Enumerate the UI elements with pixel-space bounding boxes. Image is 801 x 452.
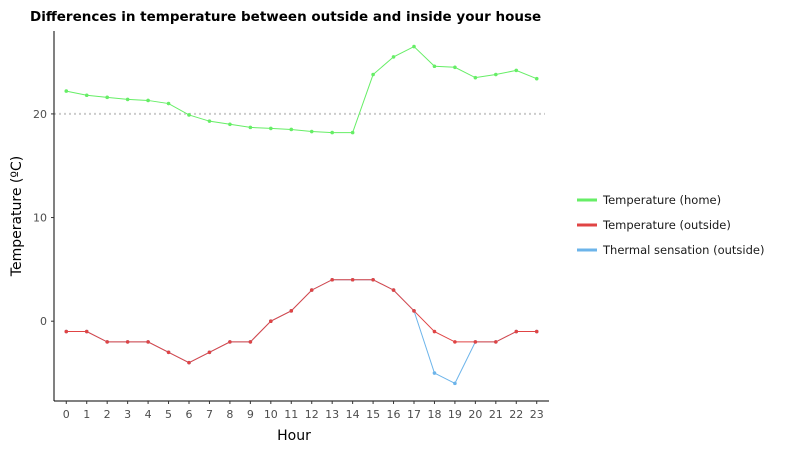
legend-label-2: Thermal sensation (outside) [602,243,764,257]
point-s1-7 [207,350,212,355]
point-s1-23 [534,329,539,334]
y-tick-label: 0 [40,315,47,328]
point-s0-0 [64,89,69,93]
x-tick-label: 12 [305,408,319,421]
point-s0-15 [371,72,375,77]
point-s1-0 [64,329,69,334]
point-s0-8 [228,122,232,127]
x-tick-label: 15 [366,408,380,421]
point-s0-2 [105,95,109,100]
point-s1-3 [125,340,130,344]
series-line-2 [66,279,537,385]
point-s1-4 [146,340,150,344]
point-s0-7 [207,119,212,123]
legend-label-0: Temperature (home) [602,193,721,207]
x-tick-label: 22 [509,408,523,421]
point-s0-13 [330,130,334,135]
point-s0-5 [166,101,171,106]
point-s1-22 [514,329,519,334]
plot-area [54,44,545,386]
point-s0-11 [289,127,294,132]
point-s0-14 [350,130,355,135]
y-tick-label: 20 [33,108,47,121]
series-line-0 [66,45,537,134]
y-axis-label: Temperature (ºC) [9,156,25,277]
point-s1-19 [453,340,457,344]
point-s1-16 [391,288,396,292]
point-s1-17 [412,309,416,313]
point-s0-21 [494,72,498,77]
x-tick-label: 4 [145,408,152,421]
x-tick-label: 2 [104,408,111,421]
x-tick-label: 11 [284,408,298,421]
point-s0-23 [534,76,539,81]
point-s1-2 [105,340,109,344]
point-s1-14 [350,277,355,282]
point-s1-15 [371,277,375,282]
point-s0-10 [269,126,273,131]
chart-title: Differences in temperature between outsi… [30,9,541,25]
x-tick-label: 1 [83,408,90,421]
point-s0-12 [309,129,314,134]
x-tick-label: 6 [186,408,193,421]
x-tick-label: 21 [489,408,503,421]
x-tick-label: 5 [165,408,172,421]
point-s0-6 [187,113,191,117]
point-s1-18 [432,329,437,334]
point-s1-5 [166,350,171,355]
point-s1-11 [289,309,294,313]
point-s0-18 [432,64,437,69]
x-tick-label: 10 [264,408,278,421]
x-tick-label: 20 [468,408,482,421]
point-s0-16 [391,55,396,59]
x-tick-label: 13 [325,408,339,421]
y-ticks: 0 10 20 [33,108,54,328]
y-tick-label: 10 [33,212,47,225]
point-s0-19 [453,65,457,70]
point-s0-9 [248,125,253,130]
point-s1-10 [269,319,273,323]
axes [53,31,549,402]
x-tick-label: 23 [530,408,544,421]
point-s0-17 [412,44,416,49]
point-s1-20 [473,340,478,344]
point-s1-13 [330,277,334,282]
x-tick-label: 18 [427,408,441,421]
point-s1-9 [248,340,253,344]
x-ticks: 0 1 2 3 4 5 6 7 8 9 10 11 12 13 14 15 16 17 18 19 20 21 22 23 [63,401,544,421]
x-tick-label: 16 [387,408,401,421]
point-s2-18 [432,371,437,375]
point-s0-4 [146,98,150,103]
point-s0-3 [125,97,130,102]
x-tick-label: 9 [247,408,254,421]
x-tick-label: 8 [226,408,233,421]
point-s0-1 [84,93,89,98]
point-s0-22 [514,68,519,73]
x-tick-label: 3 [124,408,131,421]
x-axis-label: Hour [277,428,311,444]
point-s2-19 [453,381,457,386]
series-line-1 [66,279,537,364]
point-s1-12 [309,288,314,292]
x-tick-label: 0 [63,408,70,421]
point-s1-8 [228,340,232,344]
x-tick-label: 19 [448,408,462,421]
point-s1-21 [494,340,498,344]
x-tick-label: 7 [206,408,213,421]
x-tick-label: 17 [407,408,421,421]
legend-label-1: Temperature (outside) [602,218,731,232]
point-s0-20 [473,75,478,80]
legend: Temperature (home) Temperature (outside) T… [577,193,764,257]
x-tick-label: 14 [346,408,360,421]
point-s1-6 [187,360,191,365]
point-s1-1 [84,329,89,334]
